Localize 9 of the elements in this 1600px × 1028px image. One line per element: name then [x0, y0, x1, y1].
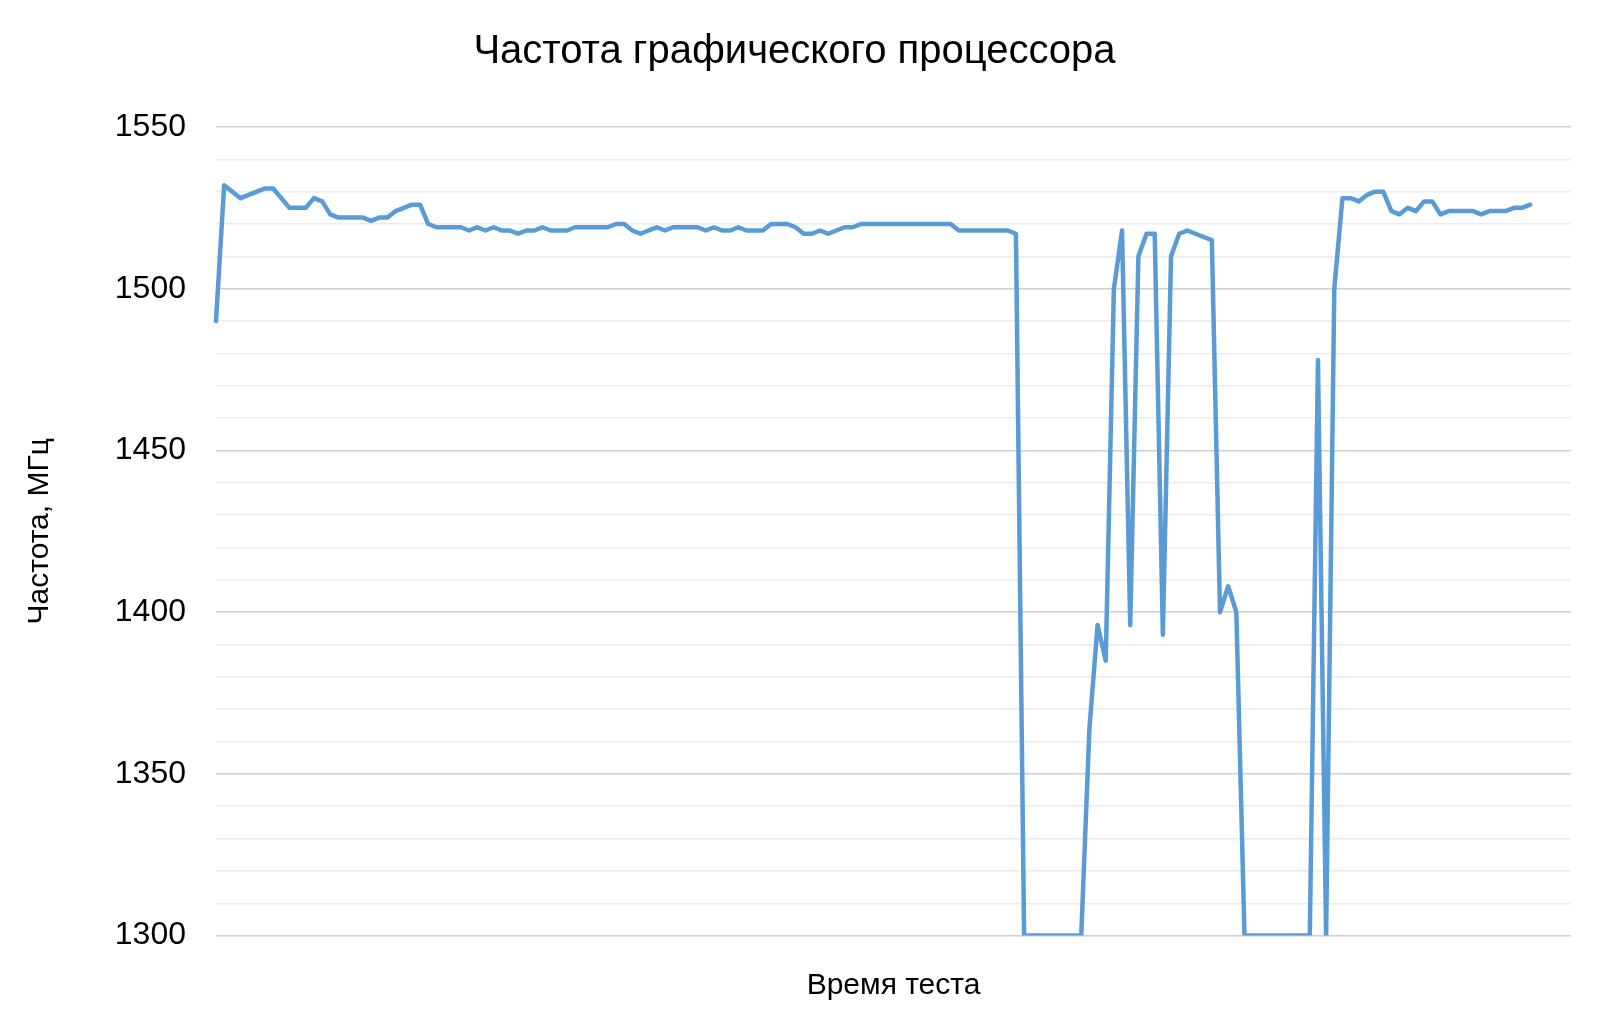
y-tick-label: 1300	[114, 915, 186, 952]
y-tick-label: 1450	[114, 430, 186, 467]
y-tick-label: 1350	[114, 753, 186, 790]
x-axis-title: Время теста	[806, 967, 981, 1001]
chart-title: Частота графического процессора	[473, 27, 1117, 72]
y-axis-title: Частота, МГц	[21, 438, 55, 625]
y-tick-label: 1500	[114, 268, 186, 305]
y-tick-label: 1550	[114, 106, 186, 143]
y-tick-label: 1400	[114, 591, 186, 628]
